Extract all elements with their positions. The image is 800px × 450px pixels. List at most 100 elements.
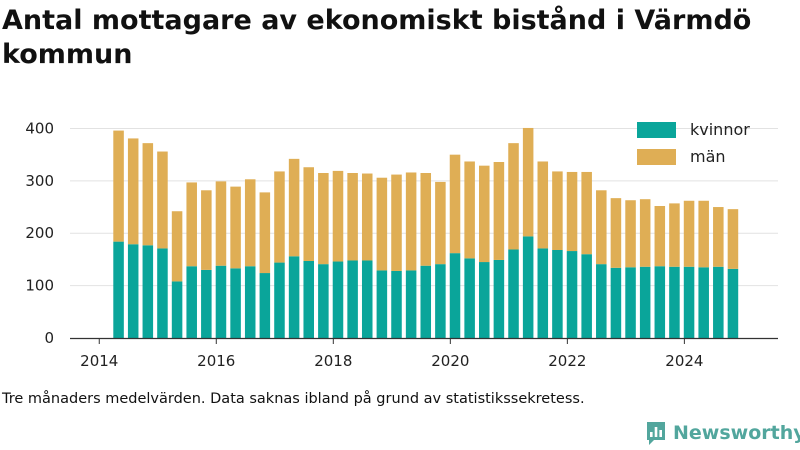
y-tick-label: 200 xyxy=(25,224,54,242)
bar-mn xyxy=(552,171,563,250)
bar-mn xyxy=(654,206,666,267)
bar-kvinnor xyxy=(727,268,739,338)
bar-kvinnor xyxy=(493,259,505,338)
bar-mn xyxy=(625,200,636,268)
bar-mn xyxy=(683,200,695,267)
bar-kvinnor xyxy=(669,266,680,338)
bar-kvinnor xyxy=(347,260,358,338)
bar-mn xyxy=(405,172,417,271)
bar-kvinnor xyxy=(142,245,154,338)
bar-mn xyxy=(171,211,183,282)
bar-kvinnor xyxy=(639,266,651,338)
legend-label: män xyxy=(690,147,726,166)
bar-mn xyxy=(186,182,197,267)
y-tick-label: 300 xyxy=(25,172,54,190)
bar-kvinnor xyxy=(230,268,241,338)
bar-kvinnor xyxy=(215,265,227,338)
bar-kvinnor xyxy=(449,253,461,338)
bar-mn xyxy=(420,173,432,266)
x-tick-label: 2016 xyxy=(197,352,235,370)
bar-kvinnor xyxy=(113,241,124,338)
legend-swatch xyxy=(637,149,676,165)
bar-mn xyxy=(347,173,358,261)
y-tick-label: 400 xyxy=(25,119,54,137)
bar-kvinnor xyxy=(713,266,724,338)
bar-kvinnor xyxy=(610,267,622,338)
bar-mn xyxy=(157,151,168,249)
bar-mn xyxy=(698,200,709,268)
bar-kvinnor xyxy=(522,236,534,338)
y-tick-label: 100 xyxy=(25,277,54,295)
bar-kvinnor xyxy=(332,261,344,338)
bar-kvinnor xyxy=(596,264,607,338)
legend-swatch xyxy=(637,122,676,138)
footnote: Tre månaders medelvärden. Data saknas ib… xyxy=(2,391,585,407)
bar-kvinnor xyxy=(288,256,300,338)
bar-kvinnor xyxy=(420,265,432,338)
bar-kvinnor xyxy=(683,266,695,338)
bar-mn xyxy=(449,154,461,254)
bar-mn xyxy=(522,127,534,237)
brand: Newsworthy xyxy=(645,419,800,447)
bar-mn xyxy=(435,181,446,265)
bar-kvinnor xyxy=(244,266,256,338)
bar-mn xyxy=(142,143,154,246)
bar-mn xyxy=(332,170,344,262)
bar-mn xyxy=(537,161,549,249)
bar-kvinnor xyxy=(157,248,168,338)
bar-mn xyxy=(361,173,373,261)
legend-label: kvinnor xyxy=(690,120,750,139)
bar-kvinnor xyxy=(405,270,417,338)
bar-kvinnor xyxy=(552,250,563,338)
bar-mn xyxy=(244,179,256,267)
bar-mn xyxy=(391,174,402,271)
bar-kvinnor xyxy=(435,264,446,338)
bar-mn xyxy=(274,171,285,263)
bar-mn xyxy=(566,171,578,252)
bar-kvinnor xyxy=(361,260,373,338)
brand-name: Newsworthy xyxy=(673,422,800,444)
bar-mn xyxy=(596,190,607,265)
newsworthy-logo-icon xyxy=(647,422,665,445)
bar-kvinnor xyxy=(654,266,666,338)
bar-mn xyxy=(215,181,227,266)
bar-mn xyxy=(230,186,241,269)
bar-mn xyxy=(713,207,724,267)
bar-kvinnor xyxy=(274,262,285,338)
bars xyxy=(113,127,739,338)
bar-mn xyxy=(288,158,300,257)
bar-kvinnor xyxy=(625,267,636,338)
bar-kvinnor xyxy=(186,266,197,338)
bar-mn xyxy=(508,143,519,250)
bar-kvinnor xyxy=(303,261,314,338)
bar-mn xyxy=(303,167,314,261)
bar-kvinnor xyxy=(698,267,709,338)
bar-mn xyxy=(727,209,739,269)
bar-mn xyxy=(610,198,622,268)
bar-mn xyxy=(127,138,139,245)
y-tick-label: 0 xyxy=(44,329,54,347)
bar-mn xyxy=(493,162,505,260)
stacked-bar-chart: 0 100 200 300 400 2014 2016 2018 2020 2022 2024 kv… xyxy=(25,119,778,370)
axes: 0 100 200 300 400 2014 2016 2018 2020 2022 2024 xyxy=(25,119,778,370)
bar-mn xyxy=(581,171,592,255)
bar-kvinnor xyxy=(259,273,271,338)
bar-kvinnor xyxy=(318,264,329,338)
bar-mn xyxy=(464,161,475,259)
x-tick-label: 2020 xyxy=(431,352,469,370)
bar-mn xyxy=(669,203,680,267)
bar-mn xyxy=(479,165,490,263)
bar-mn xyxy=(318,173,329,265)
legend: kvinnor män xyxy=(637,120,750,166)
x-tick-label: 2024 xyxy=(665,352,703,370)
bar-kvinnor xyxy=(201,269,212,338)
bar-kvinnor xyxy=(479,262,490,338)
bar-mn xyxy=(376,177,388,271)
bar-mn xyxy=(201,190,212,270)
bar-kvinnor xyxy=(508,249,519,338)
bar-mn xyxy=(259,192,271,274)
bar-mn xyxy=(113,130,124,242)
bar-kvinnor xyxy=(127,244,139,338)
bar-kvinnor xyxy=(464,258,475,338)
bar-kvinnor xyxy=(376,270,388,338)
